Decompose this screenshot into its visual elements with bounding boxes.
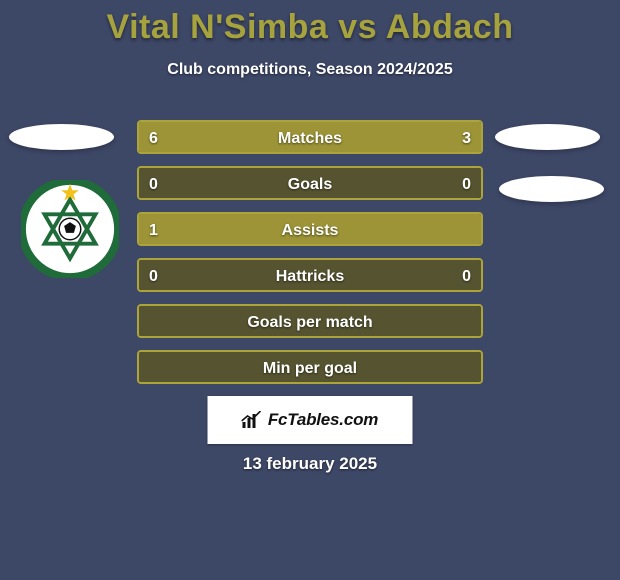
player-photo-placeholder-left [9, 124, 114, 150]
stat-bar-right [367, 122, 481, 152]
club-badge-placeholder-right [499, 176, 604, 202]
stat-row: Assists1 [137, 212, 483, 246]
attribution-badge: FcTables.com [208, 396, 413, 444]
page-title: Vital N'Simba vs Abdach [0, 0, 620, 47]
stats-container: Matches63 Goals00 Assists1 Hattricks00 Goals… [137, 120, 483, 396]
stat-row: Goals00 [137, 166, 483, 200]
stat-row: Min per goal [137, 350, 483, 384]
chart-icon [242, 411, 262, 429]
stat-row: Matches63 [137, 120, 483, 154]
club-badge-left [21, 180, 119, 278]
stat-row: Goals per match [137, 304, 483, 338]
date-text: 13 february 2025 [0, 454, 620, 474]
stat-bar-left [139, 214, 481, 244]
player-photo-placeholder-right [495, 124, 600, 150]
attribution-text: FcTables.com [268, 410, 378, 430]
comparison-card: Vital N'Simba vs Abdach Club competition… [0, 0, 620, 580]
page-subtitle: Club competitions, Season 2024/2025 [0, 61, 620, 79]
stat-bar-left [139, 122, 367, 152]
stat-row: Hattricks00 [137, 258, 483, 292]
